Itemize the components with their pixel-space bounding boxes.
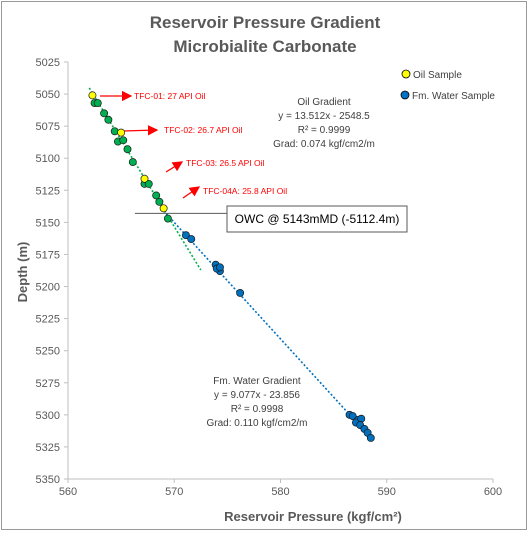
y-tick-label: 5350 (36, 474, 60, 486)
water-sample-point (366, 433, 375, 442)
label-tfc-03: TFC-03: 26.5 API Oil (186, 158, 265, 168)
axes (64, 61, 494, 483)
water-gradient-r2: R² = 0.9998 (231, 404, 284, 415)
oil-zone-point (119, 136, 128, 145)
water-sample-point (187, 235, 196, 244)
x-axis-label: Reservoir Pressure (kgf/cm²) (224, 509, 402, 524)
sample-arrow (123, 125, 159, 136)
water-sample-point (181, 231, 190, 240)
oil-zone-point (123, 145, 132, 154)
legend-water-marker (400, 90, 410, 100)
water-gradient-title: Fm. Water Gradient (213, 376, 301, 387)
x-tick-label: 580 (271, 486, 289, 498)
owc-box (226, 205, 408, 233)
legend-oil-label: Oil Sample (413, 70, 462, 81)
oil-zone-point (100, 109, 109, 118)
y-tick-label: 5100 (36, 153, 60, 165)
y-tick-label: 5025 (36, 57, 60, 69)
x-tick-label: 600 (484, 486, 502, 498)
water-sample-point (215, 263, 224, 272)
y-tick-label: 5150 (36, 217, 60, 229)
label-tfc-04a: TFC-04A: 25.8 API Oil (203, 186, 287, 196)
chart-subtitle: Microbialite Carbonate (173, 37, 356, 56)
oil-zone-point (128, 158, 137, 167)
oil-sample-point (140, 174, 149, 183)
oil-zone-point (144, 179, 153, 188)
y-tick-label: 5175 (36, 249, 60, 261)
oil-sample-point (88, 91, 97, 100)
oil-gradient-trendline (88, 87, 202, 271)
oil-gradient-title: Oil Gradient (297, 97, 351, 108)
tick-labels: 560 570 580 590 600 5025 5050 5075 5100 5125 5150 5… (36, 57, 503, 498)
oil-sample-point (159, 204, 168, 213)
sample-arrows (100, 90, 201, 199)
oil-zone-point (93, 99, 102, 108)
oil-gradient-r2: R² = 0.9999 (298, 125, 351, 136)
water-sample-point (357, 414, 366, 423)
y-tick-label: 5200 (36, 282, 60, 294)
oil-zone-point (104, 115, 113, 124)
x-tick-label: 590 (378, 486, 396, 498)
y-tick-label: 5300 (36, 410, 60, 422)
water-gradient-trendline (163, 210, 361, 427)
oil-sample-point (117, 128, 126, 137)
x-tick-label: 560 (59, 486, 77, 498)
water-gradient-equation: y = 9.077x - 23.856 (214, 390, 300, 401)
oil-zone-point (163, 214, 172, 223)
y-tick-label: 5050 (36, 89, 60, 101)
water-sample-point (236, 289, 245, 297)
y-axis-label: Depth (m) (15, 242, 30, 303)
oil-gradient-grad: Grad: 0.074 kgf/cm2/m (273, 139, 375, 150)
chart-title: Reservoir Pressure Gradient (150, 13, 381, 32)
oil-gradient-equation: y = 13.512x - 2548.5 (278, 111, 370, 122)
label-tfc-02: TFC-02: 26.7 API Oil (164, 125, 243, 135)
y-tick-label: 5225 (36, 314, 60, 326)
y-tick-label: 5075 (36, 121, 60, 133)
water-sample-point (348, 412, 357, 421)
sample-arrow (165, 161, 184, 173)
y-tick-label: 5125 (36, 185, 60, 197)
water-gradient-grad: Grad: 0.110 kgf/cm2/m (207, 418, 308, 429)
sample-arrow (182, 186, 201, 199)
oil-zone-point (152, 191, 161, 200)
x-tick-label: 570 (165, 486, 183, 498)
oil-zone-point (110, 127, 119, 136)
legend-water-label: Fm. Water Sample (412, 91, 495, 102)
y-tick-label: 5250 (36, 346, 60, 358)
owc-label: OWC @ 5143mMD (-5112.4m) (235, 212, 400, 226)
label-tfc-01: TFC-01: 27 API Oil (134, 91, 205, 101)
oil-zone-point (155, 197, 164, 206)
trendlines (88, 87, 361, 427)
y-tick-label: 5275 (36, 378, 60, 390)
y-tick-label: 5325 (36, 442, 60, 454)
legend-oil-marker (401, 69, 411, 79)
data-points (88, 91, 375, 442)
